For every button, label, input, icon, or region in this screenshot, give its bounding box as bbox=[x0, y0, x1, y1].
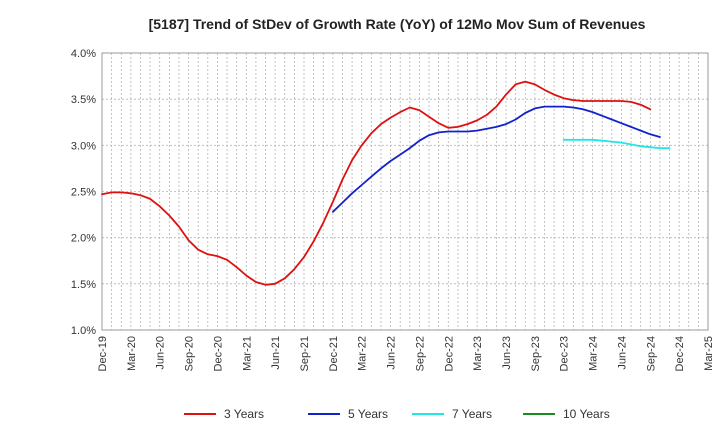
y-tick-label: 2.0% bbox=[71, 233, 96, 245]
x-tick-label: Dec-24 bbox=[674, 336, 686, 371]
series-line-7-years bbox=[562, 138, 671, 150]
x-tick-label: Dec-21 bbox=[328, 336, 340, 371]
x-tick-label: Mar-25 bbox=[703, 336, 715, 371]
x-tick-label: Dec-19 bbox=[97, 336, 109, 371]
series-line-5-years bbox=[331, 105, 661, 213]
y-tick-label: 1.0% bbox=[71, 325, 96, 337]
chart-title: [5187] Trend of StDev of Growth Rate (Yo… bbox=[149, 16, 646, 32]
legend-label-3-years: 3 Years bbox=[224, 407, 264, 421]
plot-frame bbox=[101, 52, 709, 331]
x-tick-label: Dec-20 bbox=[212, 336, 224, 371]
y-tick-label: 2.5% bbox=[71, 187, 96, 199]
x-tick-label: Sep-21 bbox=[299, 336, 311, 371]
series-line-3-years bbox=[101, 80, 652, 286]
x-tick-label: Mar-22 bbox=[357, 336, 369, 371]
legend: 3 Years 5 Years 7 Years 10 Years bbox=[184, 407, 610, 421]
legend-label-5-years: 5 Years bbox=[348, 407, 388, 421]
x-tick-label: Dec-22 bbox=[443, 336, 455, 371]
grid bbox=[102, 53, 708, 330]
x-tick-label: Sep-24 bbox=[645, 336, 657, 371]
axes: 1.0% 1.5% 2.0% 2.5% 3.0% 3.5% 4.0% Dec-19 Mar-20… bbox=[71, 48, 715, 371]
x-tick-label: Sep-20 bbox=[184, 336, 196, 371]
x-tick-label: Mar-24 bbox=[588, 336, 600, 371]
x-tick-label: Jun-24 bbox=[616, 336, 628, 370]
x-tick-label: Mar-21 bbox=[241, 336, 253, 371]
x-tick-label: Sep-22 bbox=[414, 336, 426, 371]
legend-label-7-years: 7 Years bbox=[452, 407, 492, 421]
x-tick-label: Dec-23 bbox=[559, 336, 571, 371]
x-tick-label: Jun-22 bbox=[386, 336, 398, 370]
y-tick-label: 4.0% bbox=[71, 48, 96, 60]
x-tick-label: Sep-23 bbox=[530, 336, 542, 371]
x-tick-label: Mar-20 bbox=[126, 336, 138, 371]
y-tick-label: 1.5% bbox=[71, 279, 96, 291]
legend-label-10-years: 10 Years bbox=[563, 407, 610, 421]
y-tick-label: 3.5% bbox=[71, 94, 96, 106]
series-lines bbox=[101, 80, 671, 286]
x-tick-label: Jun-23 bbox=[501, 336, 513, 370]
y-tick-label: 3.0% bbox=[71, 140, 96, 152]
x-tick-label: Jun-20 bbox=[155, 336, 167, 370]
x-tick-label: Jun-21 bbox=[270, 336, 282, 370]
x-tick-label: Mar-23 bbox=[472, 336, 484, 371]
